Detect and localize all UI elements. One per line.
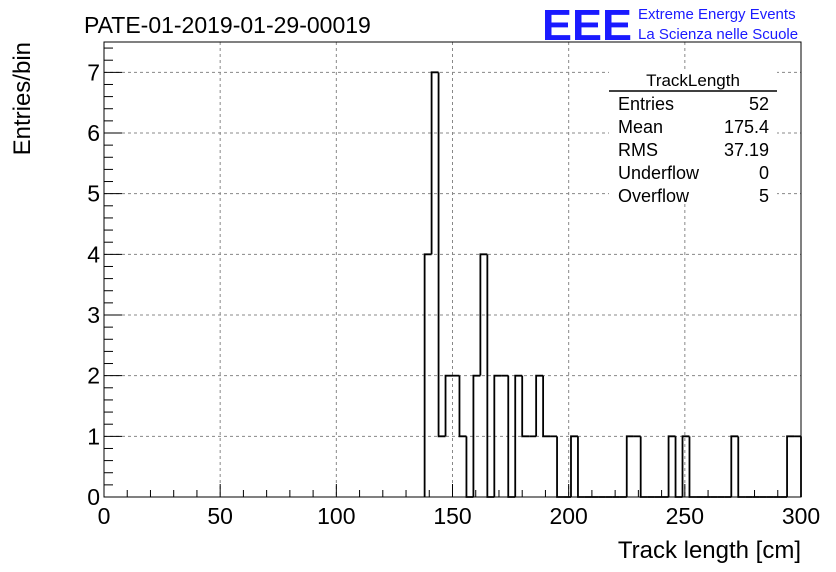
histogram-bin [737, 436, 746, 498]
stats-row-value: 0 [759, 163, 769, 183]
grid-lines [104, 42, 801, 497]
stats-box: TrackLength Entries 52 Mean 175.4 RMS 37.19 Un… [609, 70, 777, 206]
x-axis: 0 50 100 150 200 250 300 [98, 484, 820, 529]
histogram-bin [514, 374, 523, 497]
histogram-bin [667, 435, 676, 497]
histogram-bin [479, 253, 488, 376]
histogram-bin [444, 374, 453, 437]
eee-logo: EEE Extreme Energy Events La Scienza nel… [542, 1, 798, 50]
histogram-bin [688, 436, 697, 498]
histogram-bin [625, 435, 634, 497]
histogram-bin [570, 435, 578, 497]
y-tick-label: 5 [87, 181, 100, 207]
run-title: PATE-01-2019-01-29-00019 [84, 12, 371, 38]
x-axis-label: Track length [cm] [618, 537, 801, 564]
y-tick-label: 7 [87, 59, 100, 85]
x-tick-label: 150 [433, 503, 471, 529]
stats-row-value: 175.4 [724, 117, 769, 137]
eee-logo-mark: EEE [542, 1, 632, 50]
histogram-bin [556, 436, 565, 498]
histogram-bin [493, 374, 502, 497]
eee-logo-line2: La Scienza nelle Scuole [638, 26, 798, 43]
stats-row-value: 37.19 [724, 140, 769, 160]
histogram-bin [674, 436, 683, 498]
stats-row-label: Underflow [618, 163, 700, 183]
histogram-bin [786, 435, 795, 497]
histogram-bin [542, 375, 551, 438]
stats-row-label: Mean [618, 117, 663, 137]
y-tick-label: 2 [87, 363, 100, 389]
stats-row-label: Entries [618, 94, 674, 114]
y-tick-label: 1 [87, 423, 100, 449]
histogram-bin [730, 435, 739, 497]
histogram-bin [423, 253, 432, 497]
histogram-bin [639, 436, 648, 498]
stats-box-background [609, 70, 777, 204]
x-tick-label: 250 [666, 503, 704, 529]
histogram-bin [681, 435, 690, 497]
histogram-bin [535, 374, 544, 437]
x-tick-label: 50 [207, 503, 233, 529]
histogram-bin [465, 436, 474, 498]
y-axis-label: Entries/bin [9, 42, 36, 155]
eee-logo-line1: Extreme Energy Events [638, 6, 796, 23]
y-tick-label: 4 [87, 241, 100, 267]
histogram-bin [577, 436, 585, 498]
stats-row-label: RMS [618, 140, 658, 160]
stats-title: TrackLength [646, 71, 740, 90]
histogram-bin [458, 375, 467, 438]
histogram-bin [437, 72, 446, 438]
stats-row-label: Overflow [618, 186, 690, 206]
x-tick-label: 200 [549, 503, 587, 529]
histogram-bin [430, 71, 439, 255]
histogram-bin [472, 374, 481, 497]
stats-row-value: 52 [749, 94, 769, 114]
y-tick-label: 6 [87, 120, 100, 146]
stats-row-value: 5 [759, 186, 769, 206]
y-axis: 0 1 2 3 4 5 6 7 [87, 47, 122, 510]
histogram-bin [521, 375, 530, 438]
y-tick-label: 0 [87, 484, 100, 510]
x-tick-label: 300 [782, 503, 820, 529]
x-tick-label: 0 [98, 503, 111, 529]
stats-rows: Entries 52 Mean 175.4 RMS 37.19 Underflow 0 Over… [618, 94, 769, 206]
x-tick-label: 100 [317, 503, 355, 529]
y-tick-label: 3 [87, 302, 100, 328]
